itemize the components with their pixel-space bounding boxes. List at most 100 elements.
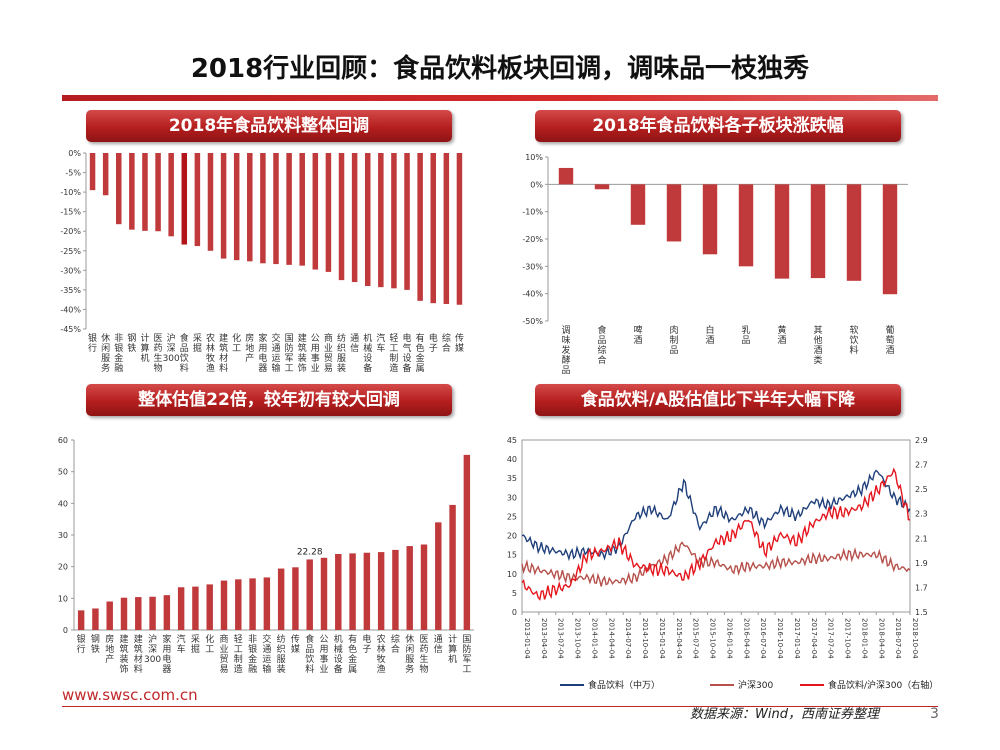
y-tick-label: -5% xyxy=(65,169,81,178)
y-tick-label: 50 xyxy=(58,468,68,477)
bar xyxy=(206,584,213,630)
chart-pe-ratio-trend: 0 5 10 15 20 25 30 35 40 45 1.5 1.7 1.9 2.1 2.3 2.5 2.7 2… xyxy=(507,436,938,691)
x-tick-label: 2015-04-04 xyxy=(675,618,683,659)
x-tick-label: 啤酒 xyxy=(633,324,642,346)
bar xyxy=(363,552,371,630)
y-right-tick-label: 1.9 xyxy=(915,559,928,568)
y-tick-label: -15% xyxy=(60,208,81,217)
y-tick-label: 0% xyxy=(530,180,543,189)
x-tick-label: 乳品 xyxy=(741,324,750,346)
bar xyxy=(312,153,319,270)
x-tick-label: 传媒 xyxy=(291,633,300,655)
x-tick-label: 2018-07-04 xyxy=(894,618,902,659)
y-right-tick-label: 2.9 xyxy=(915,436,928,445)
bar xyxy=(192,586,199,630)
x-tick-label: 综合 xyxy=(391,633,400,655)
y-tick-label: 0 xyxy=(63,626,68,635)
x-tick-label: 医药生物 xyxy=(419,634,428,675)
y-right-tick-label: 2.7 xyxy=(915,461,928,470)
y-tick-label: -35% xyxy=(60,286,81,295)
x-tick-label: 有色金属 xyxy=(416,332,425,374)
bar xyxy=(235,579,242,630)
x-tick-label: 2017-10-04 xyxy=(844,618,852,659)
x-tick-label: 化工 xyxy=(205,633,214,655)
x-tick-label: 葡萄酒 xyxy=(885,324,894,356)
x-tick-label: 食品饮料 xyxy=(180,332,189,374)
y-left-tick-label: 0 xyxy=(512,608,517,617)
bar xyxy=(286,153,292,265)
x-tick-label: 银行 xyxy=(77,633,86,655)
x-tick-label: 2014-01-04 xyxy=(590,618,598,659)
y-right-tick-label: 2.5 xyxy=(915,485,928,494)
bar xyxy=(120,597,128,630)
x-tick-label: 2018-10-04 xyxy=(911,618,919,659)
y-left-tick-label: 25 xyxy=(507,512,517,521)
x-tick-label: 国防军工 xyxy=(285,333,294,374)
x-tick-label: 软饮料 xyxy=(849,324,858,356)
bar xyxy=(338,153,345,281)
bar xyxy=(194,153,201,247)
y-right-tick-label: 1.7 xyxy=(915,583,928,592)
x-tick-label: 2017-07-04 xyxy=(827,618,835,659)
x-tick-label: 通信 xyxy=(350,333,359,354)
y-left-tick-label: 40 xyxy=(507,455,517,464)
footer-url[interactable]: www.swsc.com.cn xyxy=(62,686,198,704)
x-tick-label: 休闲服务 xyxy=(101,332,110,374)
x-tick-label: 白酒 xyxy=(705,324,714,346)
bar xyxy=(155,153,161,232)
bar xyxy=(299,153,305,266)
bar xyxy=(449,504,456,630)
y-tick-label: -25% xyxy=(60,247,81,256)
x-tick-label: 2013-07-04 xyxy=(557,618,565,659)
x-tick-label: 2015-07-04 xyxy=(692,618,700,659)
x-tick-label: 2013-10-04 xyxy=(574,618,582,659)
y-tick-label: -45% xyxy=(60,325,81,334)
x-tick-label: 家用电器 xyxy=(258,332,267,374)
x-tick-label: 建筑装饰 xyxy=(298,332,307,374)
x-tick-label: 公用事业 xyxy=(319,634,328,675)
y-left-tick-label: 20 xyxy=(507,532,517,541)
x-tick-label: 交通运输 xyxy=(271,332,280,374)
bar xyxy=(181,153,188,245)
x-tick-label: 其他酒类 xyxy=(813,325,822,366)
bar xyxy=(774,184,790,279)
y-tick-label: -40% xyxy=(522,290,543,299)
bar xyxy=(349,553,356,630)
y-left-tick-label: 30 xyxy=(507,493,517,502)
bar xyxy=(207,153,214,251)
x-tick-label: 2014-04-04 xyxy=(607,618,615,659)
bar xyxy=(106,601,113,630)
x-tick-label: 电子 xyxy=(362,633,371,655)
x-tick-label: 采掘 xyxy=(191,634,200,655)
x-tick-label: 黄酒 xyxy=(777,324,786,346)
y-tick-label: 30 xyxy=(58,531,68,540)
bar xyxy=(456,153,463,305)
bar xyxy=(163,595,171,630)
bar xyxy=(249,578,256,630)
x-tick-label: 2013-01-04 xyxy=(523,618,531,659)
bar xyxy=(277,568,285,630)
line-series xyxy=(521,469,911,562)
bar xyxy=(377,552,385,630)
bar xyxy=(92,608,99,630)
x-tick-label: 农林牧渔 xyxy=(377,633,386,675)
x-tick-label: 轻工制造 xyxy=(234,633,243,675)
y-tick-label: 10 xyxy=(58,594,68,603)
bar xyxy=(406,546,413,630)
x-tick-label: 传媒 xyxy=(455,332,464,354)
bar xyxy=(430,153,436,304)
y-right-tick-label: 1.5 xyxy=(915,608,928,617)
plot-frame xyxy=(521,439,911,613)
page-number: 3 xyxy=(930,706,939,722)
footer-divider xyxy=(62,706,938,707)
x-tick-label: 2016-01-04 xyxy=(725,618,733,659)
bar xyxy=(263,577,271,630)
bar xyxy=(404,153,410,290)
y-tick-label: 10% xyxy=(525,153,543,162)
y-tick-label: -40% xyxy=(60,305,81,314)
x-tick-label: 公用事业 xyxy=(311,333,320,374)
x-tick-label: 沪深 300 xyxy=(144,633,161,665)
x-tick-label: 2014-10-04 xyxy=(641,618,649,659)
x-tick-label: 商业贸易 xyxy=(219,633,228,675)
bar xyxy=(810,184,826,279)
